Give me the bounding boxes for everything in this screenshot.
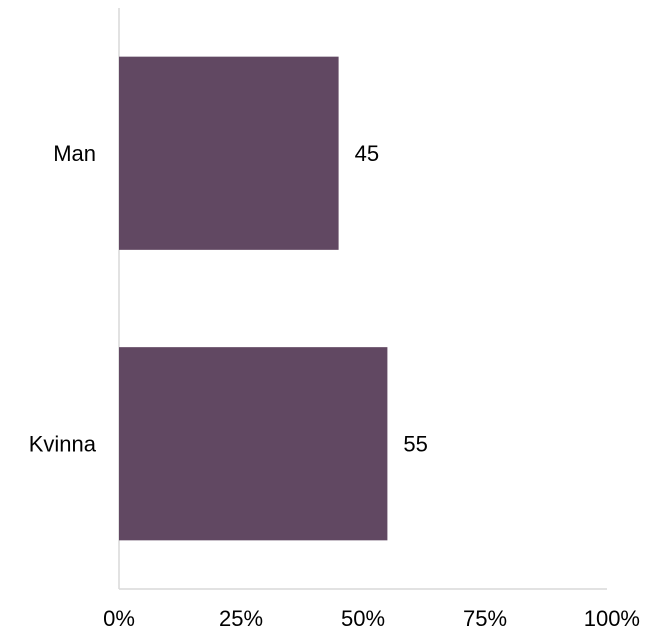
labels-group: Man 45 Kvinna 55	[29, 141, 428, 457]
x-tick-label-100-pct: 100%	[584, 606, 640, 631]
data-label-man: 45	[355, 141, 379, 166]
category-label-man: Man	[53, 141, 96, 166]
bars-group	[119, 56, 388, 541]
x-ticks-group: 0% 25% 50% 75% 100%	[103, 606, 640, 631]
category-label-kvinna: Kvinna	[29, 431, 97, 456]
data-label-kvinna: 55	[403, 431, 427, 456]
bar-man	[119, 56, 339, 250]
x-tick-label-25-pct: 25%	[219, 606, 263, 631]
x-tick-label-75-pct: 75%	[463, 606, 507, 631]
x-tick-label-0-pct: 0%	[103, 606, 135, 631]
bar-kvinna	[119, 347, 388, 541]
x-tick-label-50-pct: 50%	[341, 606, 385, 631]
